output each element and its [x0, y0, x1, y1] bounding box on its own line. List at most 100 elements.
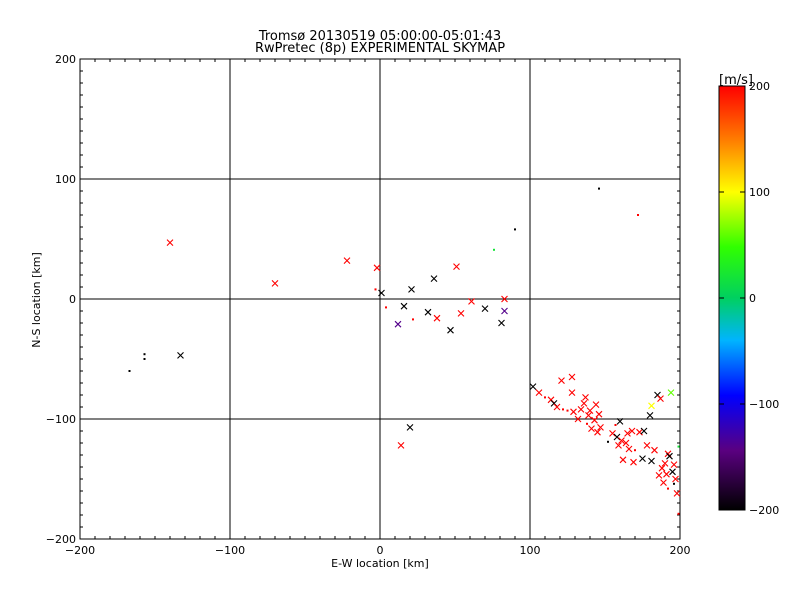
chart-title: Tromsø 20130519 05:00:00-05:01:43: [258, 29, 501, 44]
y-tick-label: 200: [55, 53, 76, 66]
data-point-cross: [568, 373, 576, 381]
data-point-cross: [577, 406, 585, 413]
data-point-cross: [580, 400, 588, 407]
data-point-cross: [673, 490, 681, 497]
data-point-cross: [585, 412, 592, 419]
data-point-cross: [640, 427, 648, 435]
data-point-cross: [595, 410, 603, 418]
data-point-cross: [622, 439, 630, 447]
data-point-cross: [663, 470, 670, 478]
data-point-cross: [643, 442, 651, 449]
data-point-cross: [433, 314, 441, 322]
data-point-cross: [655, 472, 663, 479]
grid-lines: [80, 59, 680, 539]
data-point-cross: [574, 415, 582, 423]
data-point-cross: [613, 433, 621, 441]
data-point-dot: [128, 370, 131, 372]
data-point-cross: [424, 308, 432, 316]
data-point-dot: [143, 353, 146, 356]
data-point-cross: [271, 280, 279, 287]
data-point-cross: [630, 458, 637, 466]
data-point-cross: [657, 395, 664, 402]
data-point-dot: [544, 396, 546, 399]
data-point-cross: [586, 407, 594, 414]
data-point-cross: [597, 424, 604, 431]
data-point-cross: [648, 402, 655, 410]
data-point-cross: [468, 298, 475, 305]
data-point-cross: [553, 403, 561, 411]
colorbar: [m/s] −200 −100 0 100 200: [718, 73, 779, 517]
data-point-cross: [588, 425, 595, 432]
x-tick-label: 0: [377, 544, 384, 557]
data-point-dot: [598, 187, 600, 190]
data-point-cross: [535, 389, 543, 396]
colorbar-tick-label: −100: [749, 398, 779, 411]
data-point-cross: [529, 383, 537, 390]
colorbar-tick-label: 0: [749, 292, 756, 305]
y-tick-label: −200: [46, 533, 76, 546]
data-point-cross: [625, 445, 633, 453]
x-tick-label: −200: [65, 544, 95, 557]
y-axis-label: N-S location [km]: [30, 252, 43, 348]
data-point-cross: [628, 427, 636, 435]
data-point-cross: [453, 263, 460, 270]
data-point-dot: [562, 408, 564, 411]
data-point-cross: [177, 352, 184, 359]
data-point-cross: [615, 442, 622, 449]
data-point-cross: [618, 437, 625, 444]
data-point-cross: [400, 302, 408, 310]
data-point-dot: [677, 512, 680, 515]
data-point-dot: [677, 445, 680, 448]
data-point-cross: [378, 289, 385, 297]
data-point-cross: [397, 442, 405, 449]
data-point-cross: [661, 460, 669, 467]
data-point-dot: [566, 409, 569, 412]
data-point-dot: [143, 358, 146, 360]
data-point-cross: [447, 326, 454, 334]
data-point-cross: [501, 307, 508, 315]
y-axis: −200 −100 0 100 200: [46, 53, 680, 546]
data-point-dot: [614, 424, 617, 426]
data-point-cross: [667, 389, 675, 396]
colorbar-tick-label: −200: [749, 504, 779, 517]
data-point-cross: [609, 430, 616, 437]
x-tick-label: 200: [670, 544, 691, 557]
data-point-cross: [481, 305, 489, 312]
data-point-dot: [586, 422, 588, 425]
data-point-cross: [394, 320, 402, 328]
data-point-cross: [624, 430, 631, 437]
y-tick-label: 0: [69, 293, 76, 306]
data-point-cross: [166, 239, 174, 246]
data-point-cross: [658, 464, 666, 472]
data-point-dot: [637, 214, 639, 216]
data-point-cross: [373, 264, 381, 272]
data-point-dot: [514, 228, 516, 231]
x-axis-label: E-W location [km]: [331, 557, 429, 570]
data-point-dot: [374, 288, 377, 291]
data-point-cross: [672, 475, 679, 483]
data-point-cross: [582, 394, 589, 401]
data-point-cross: [660, 479, 667, 486]
data-point-cross: [558, 377, 565, 384]
data-point-cross: [616, 418, 624, 425]
data-point-cross: [594, 428, 601, 436]
data-point-cross: [648, 457, 655, 465]
data-point-cross: [669, 468, 676, 476]
data-points: [128, 187, 681, 515]
data-point-cross: [619, 456, 627, 464]
x-tick-label: 100: [520, 544, 541, 557]
data-point-cross: [568, 389, 576, 396]
colorbar-tick-label: 200: [749, 80, 770, 93]
data-point-cross: [570, 408, 577, 416]
data-point-dot: [667, 487, 669, 490]
data-point-cross: [670, 461, 678, 468]
data-point-dot: [673, 482, 675, 485]
data-point-cross: [408, 286, 415, 293]
x-axis: −200 −100 0 100 200: [65, 59, 691, 557]
y-tick-label: 100: [55, 173, 76, 186]
colorbar-label: [m/s]: [719, 73, 753, 88]
data-point-cross: [651, 446, 658, 454]
data-point-dot: [385, 306, 387, 309]
colorbar-ticks: −200 −100 0 100 200: [719, 80, 779, 517]
